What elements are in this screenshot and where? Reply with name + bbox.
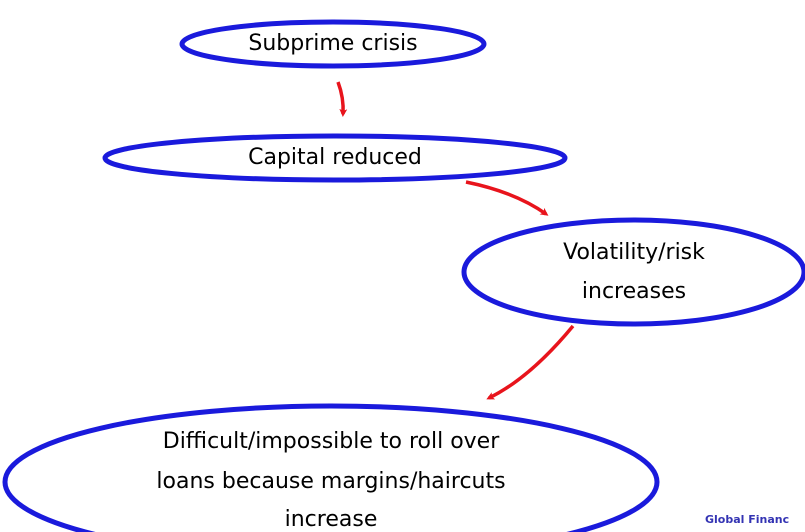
node-label: Subprime crisis	[248, 31, 417, 56]
arrow	[336, 81, 348, 117]
node-label: Difficult/impossible to roll over	[163, 429, 500, 454]
arrow	[486, 324, 575, 400]
node-ellipse	[179, 19, 487, 69]
node-ellipse	[2, 403, 660, 532]
footer: Global Financ	[705, 513, 789, 526]
node-label: Capital reduced	[248, 145, 422, 170]
arrow	[465, 180, 549, 216]
node-label: Volatility/risk	[563, 240, 705, 265]
node-ellipse	[102, 133, 568, 183]
node-label: increase	[285, 507, 378, 532]
node-label: loans because margins/haircuts	[156, 469, 505, 494]
node-label: increases	[582, 279, 686, 304]
node-ellipse	[461, 217, 805, 327]
